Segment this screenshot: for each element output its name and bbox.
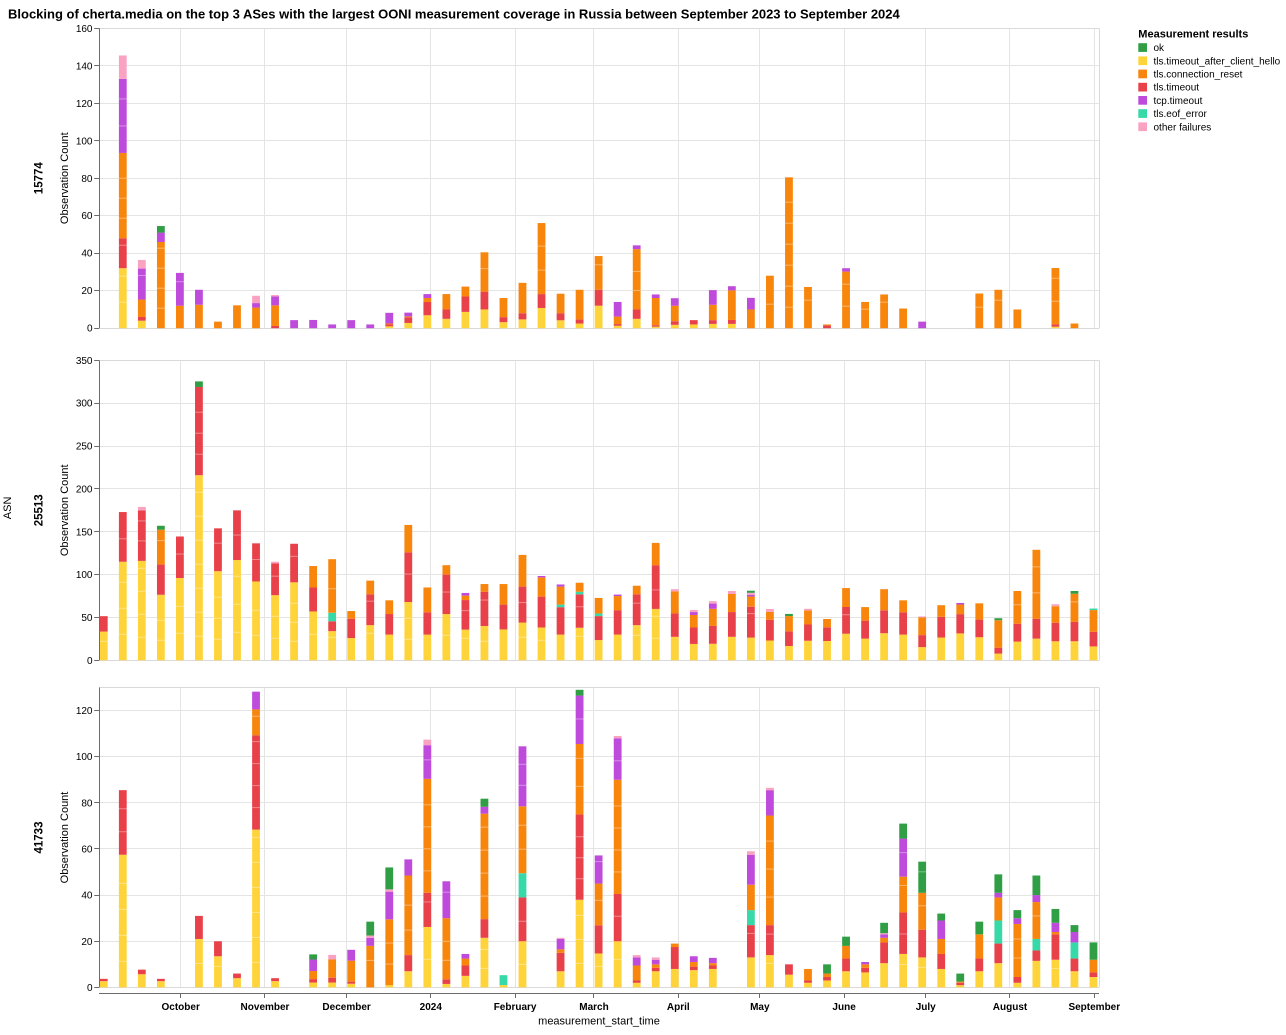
svg-text:20: 20: [81, 937, 93, 948]
svg-text:0: 0: [87, 983, 93, 994]
svg-text:ASN: ASN: [2, 497, 14, 520]
svg-text:other failures: other failures: [1154, 122, 1212, 133]
svg-text:100: 100: [76, 752, 93, 763]
svg-text:measurement_start_time: measurement_start_time: [538, 1016, 660, 1028]
svg-text:August: August: [993, 1002, 1028, 1013]
svg-text:150: 150: [76, 527, 93, 538]
svg-text:250: 250: [76, 442, 93, 453]
svg-text:0: 0: [87, 656, 93, 667]
svg-text:tcp.timeout: tcp.timeout: [1154, 96, 1203, 107]
svg-text:140: 140: [76, 61, 93, 72]
svg-text:February: February: [494, 1002, 537, 1013]
svg-text:160: 160: [76, 24, 93, 35]
svg-text:December: December: [322, 1002, 370, 1013]
svg-text:300: 300: [76, 399, 93, 410]
svg-text:November: November: [241, 1002, 290, 1013]
svg-text:350: 350: [76, 356, 93, 367]
svg-text:tls.timeout: tls.timeout: [1154, 83, 1200, 94]
svg-text:100: 100: [76, 136, 93, 147]
svg-text:60: 60: [81, 845, 93, 856]
svg-text:Observation Count: Observation Count: [59, 464, 71, 556]
svg-text:Observation Count: Observation Count: [59, 132, 71, 224]
svg-text:tls.eof_error: tls.eof_error: [1154, 109, 1208, 120]
svg-text:0: 0: [87, 324, 93, 335]
svg-text:41733: 41733: [34, 822, 46, 854]
svg-text:ok: ok: [1154, 43, 1166, 54]
svg-text:80: 80: [81, 174, 93, 185]
svg-text:200: 200: [76, 484, 93, 495]
svg-text:tls.timeout_after_client_hello: tls.timeout_after_client_hello: [1154, 56, 1281, 67]
svg-text:40: 40: [81, 891, 93, 902]
svg-text:15774: 15774: [34, 162, 46, 195]
svg-text:Measurement results: Measurement results: [1138, 28, 1248, 40]
svg-text:April: April: [667, 1002, 690, 1013]
svg-text:June: June: [832, 1002, 856, 1013]
svg-text:September: September: [1068, 1002, 1120, 1013]
svg-text:50: 50: [81, 613, 93, 624]
svg-text:60: 60: [81, 211, 93, 222]
svg-text:Blocking of cherta.media on th: Blocking of cherta.media on the top 3 AS…: [8, 7, 901, 22]
svg-text:Observation Count: Observation Count: [59, 792, 71, 884]
svg-text:20: 20: [81, 286, 93, 297]
svg-text:100: 100: [76, 570, 93, 581]
svg-text:80: 80: [81, 798, 93, 809]
svg-text:25513: 25513: [34, 494, 46, 526]
svg-text:120: 120: [76, 706, 93, 717]
svg-text:40: 40: [81, 249, 93, 260]
svg-text:120: 120: [76, 99, 93, 110]
svg-text:July: July: [916, 1002, 936, 1013]
svg-text:March: March: [579, 1002, 608, 1013]
svg-text:2024: 2024: [420, 1002, 443, 1013]
svg-text:October: October: [162, 1002, 200, 1013]
svg-text:tls.connection_reset: tls.connection_reset: [1154, 70, 1243, 81]
svg-text:May: May: [750, 1002, 770, 1013]
